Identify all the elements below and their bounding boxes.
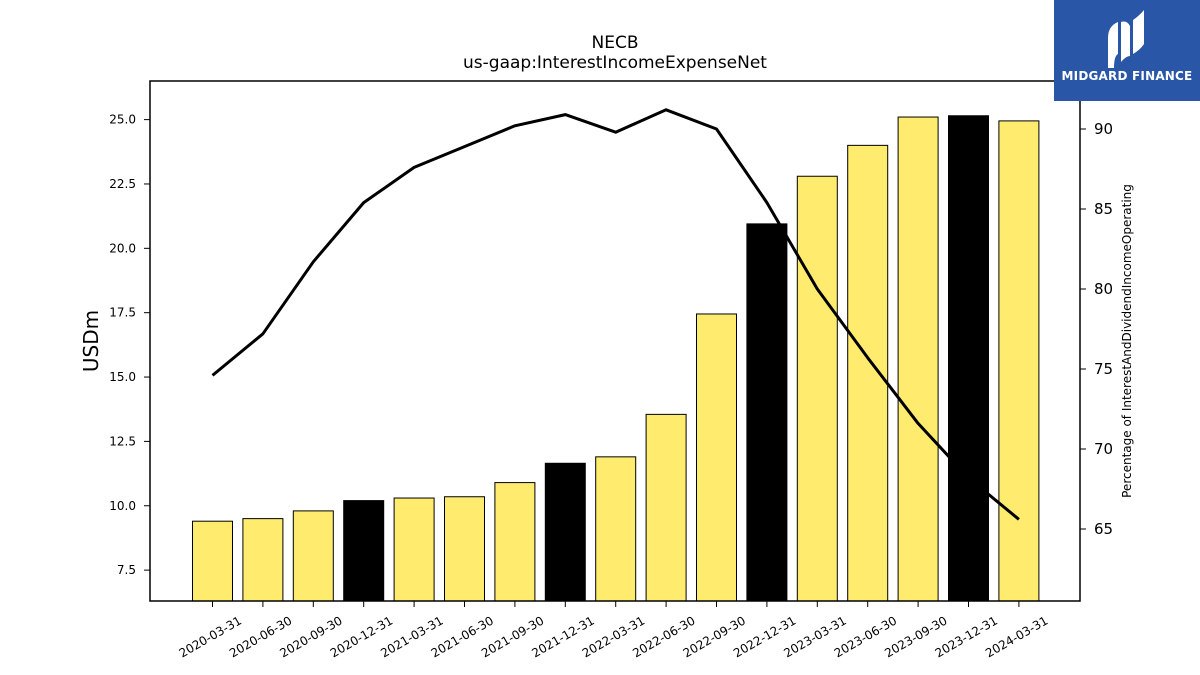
y-axis-right: 65 70 75 80 85 90	[1080, 120, 1113, 538]
line-series-path	[211, 108, 1020, 521]
y2-axis-label: Percentage of InterestAndDividendIncomeO…	[1120, 184, 1134, 498]
y-tick-label: 10.0	[109, 499, 136, 513]
bar-2020-06-30	[242, 518, 284, 602]
plot-frame	[149, 80, 1081, 602]
y2-tick-label: 90	[1094, 120, 1113, 138]
y-tick-label: 7.5	[117, 563, 136, 577]
y-tick-label: 22.5	[109, 177, 136, 191]
bar-2022-09-30	[696, 313, 737, 602]
y-tick-label: 12.5	[109, 434, 136, 448]
x-axis: 2020-03-312020-06-302020-09-302020-12-31…	[177, 601, 1050, 660]
bar-2023-09-30	[897, 116, 939, 602]
chart-title: NECB	[592, 33, 639, 53]
y-tick-label: 25.0	[109, 113, 136, 127]
y-tick-label: 20.0	[109, 241, 136, 255]
line-series	[211, 108, 1020, 521]
bar-2021-12-31	[544, 462, 586, 602]
logo-text: MIDGARD FINANCE	[1061, 69, 1193, 83]
bar-2023-12-31	[948, 115, 989, 602]
y2-tick-label: 75	[1094, 360, 1113, 378]
bar-2021-03-31	[393, 497, 435, 602]
bar-2021-09-30	[494, 482, 536, 602]
bar-2022-06-30	[645, 413, 687, 602]
bar-2021-06-30	[444, 496, 485, 602]
bar-2020-12-31	[343, 500, 385, 602]
logo-mark-icon	[1108, 10, 1144, 68]
y2-tick-label: 80	[1094, 280, 1113, 298]
y2-tick-label: 65	[1094, 520, 1113, 538]
bar-2024-03-31	[998, 120, 1040, 602]
bar-2022-03-31	[595, 456, 637, 602]
y2-tick-label: 70	[1094, 440, 1113, 458]
y2-tick-label: 85	[1094, 200, 1113, 218]
bar-2022-12-31	[746, 223, 788, 602]
y-tick-label: 15.0	[109, 370, 136, 384]
y-axis-left: 7.5 10.0 12.5 15.0 17.5 20.0 22.5 25.0	[109, 113, 150, 577]
bar-2020-03-31	[192, 520, 233, 602]
bar-2023-03-31	[796, 175, 838, 602]
brand-logo: MIDGARD FINANCE	[1054, 0, 1200, 101]
y-axis-label: USDm	[79, 310, 103, 372]
chart-subtitle: us-gaap:InterestIncomeExpenseNet	[463, 53, 767, 73]
bar-2023-06-30	[847, 144, 889, 602]
bar-2020-09-30	[292, 510, 334, 602]
bar-group	[192, 115, 1040, 602]
y-tick-label: 17.5	[109, 306, 136, 320]
